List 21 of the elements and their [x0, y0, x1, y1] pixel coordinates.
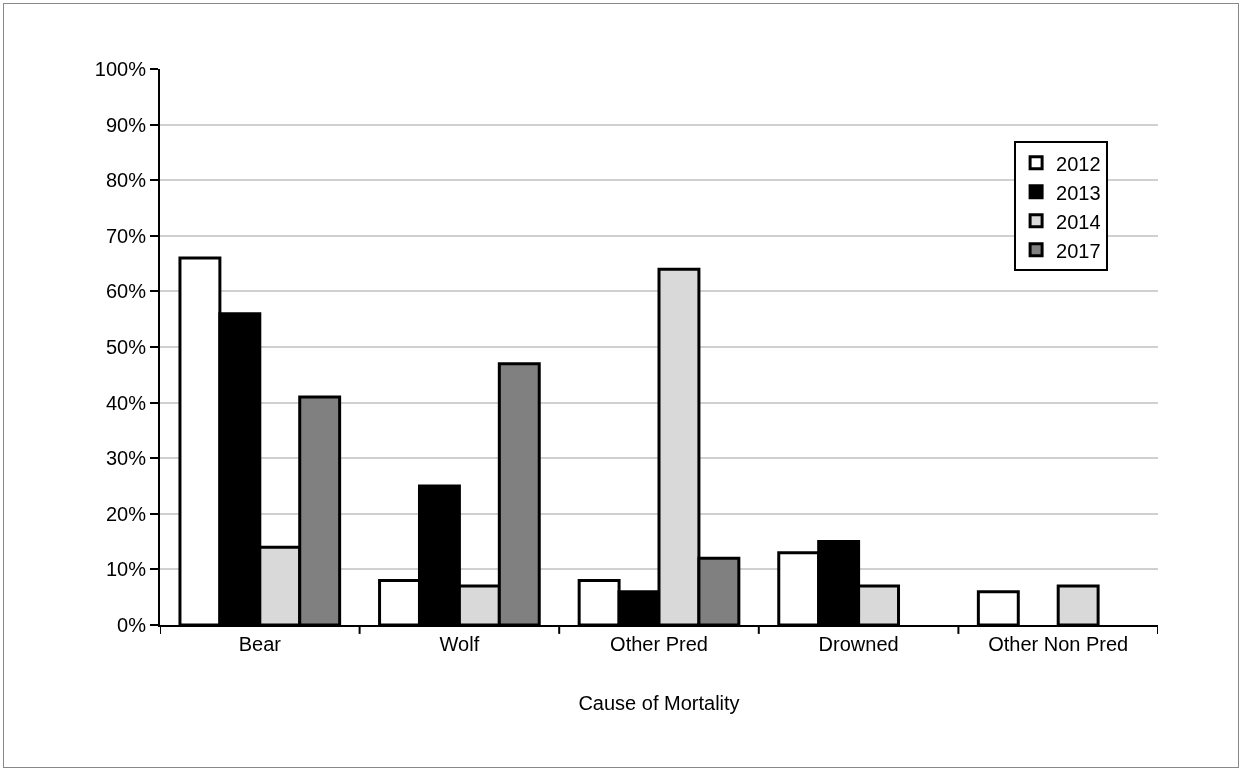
y-tick-label: 10%: [105, 558, 147, 581]
x-tick-label: Other Non Pred: [988, 633, 1129, 655]
x-tick-label: Bear: [238, 633, 282, 655]
y-tick-label: 70%: [105, 224, 147, 247]
y-tick-label: 0%: [117, 614, 147, 636]
x-tick-label: Other Pred: [610, 633, 708, 655]
legend-label: 2017: [1056, 239, 1101, 262]
y-tick-label: 20%: [105, 502, 147, 525]
legend-label: 2014: [1056, 210, 1101, 233]
y-tick-label: 60%: [105, 280, 147, 303]
y-tick-label: 30%: [105, 447, 147, 470]
y-tick-label: 40%: [105, 391, 147, 414]
y-tick-label: 50%: [105, 336, 147, 358]
legend-label: 2013: [1056, 181, 1101, 204]
y-tick-label: 80%: [105, 169, 147, 192]
y-tick-label: 100%: [94, 58, 147, 80]
legend-label: 2012: [1056, 152, 1101, 175]
y-tick-label: 90%: [105, 113, 147, 136]
x-tick-label: Drowned: [818, 633, 899, 655]
x-tick-label: Wolf: [439, 633, 480, 655]
x-axis-title: Cause of Mortality: [578, 692, 740, 714]
